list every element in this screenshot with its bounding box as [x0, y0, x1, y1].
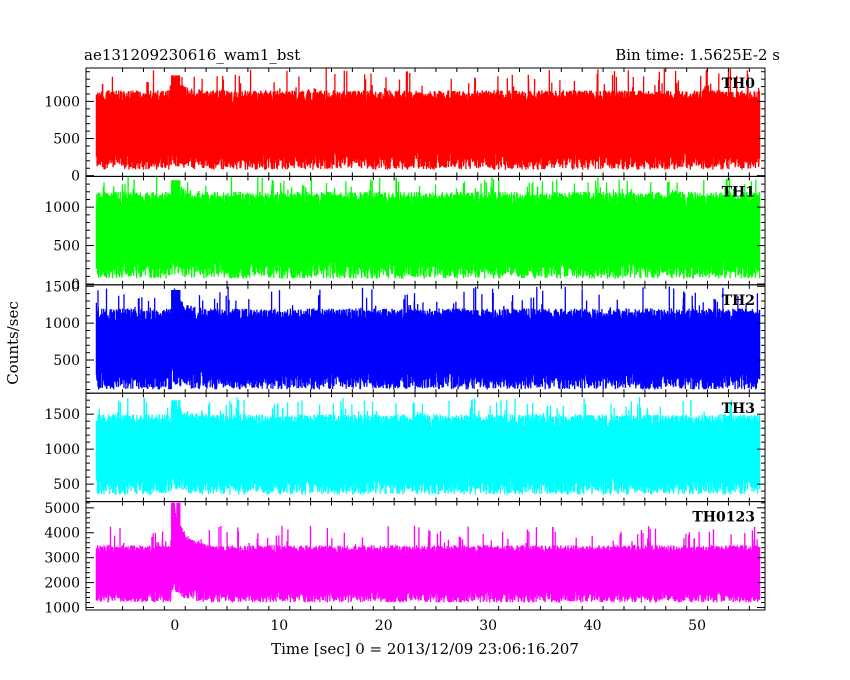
chart-title-left: ae131209230616_wam1_bst — [84, 46, 300, 64]
y-tick-label: 0 — [71, 169, 80, 185]
x-tick-label: 50 — [688, 618, 706, 634]
y-tick-label: 5000 — [44, 501, 80, 517]
y-tick-label: 1000 — [44, 316, 80, 332]
y-axis-label: Counts/sec — [4, 301, 22, 385]
y-tick-label: 500 — [53, 353, 80, 369]
y-tick-label: 500 — [53, 477, 80, 493]
y-tick-label: 3000 — [44, 551, 80, 567]
x-tick-label: 20 — [375, 618, 393, 634]
y-tick-label: 4000 — [44, 526, 80, 542]
x-tick-label: 0 — [170, 618, 179, 634]
y-tick-label: 1000 — [44, 94, 80, 110]
y-tick-label: 1500 — [44, 279, 80, 295]
panel-label-th0: TH0 — [722, 76, 756, 92]
panel-frame — [85, 501, 766, 611]
y-tick-label: 1500 — [44, 407, 80, 423]
x-axis-label: Time [sec] 0 = 2013/12/09 23:06:16.207 — [271, 640, 579, 658]
x-tick-label: 40 — [584, 618, 602, 634]
panel-label-th0123: TH0123 — [692, 510, 755, 526]
panel-th1: 0 500 1000 TH1 — [44, 175, 766, 293]
series-th0123 — [95, 502, 761, 603]
series-th0 — [95, 68, 761, 170]
panel-label-th3: TH3 — [722, 401, 755, 417]
y-tick-label: 1000 — [44, 442, 80, 458]
panels-group: 0 500 1000 TH0 0 500 1000 TH1 500 1000 1500 TH2 500 1… — [44, 67, 766, 617]
y-tick-label: 1000 — [44, 601, 80, 617]
x-tick-label: 10 — [270, 618, 288, 634]
chart-title-right: Bin time: 1.5625E-2 s — [615, 46, 780, 64]
y-tick-label: 0 — [71, 277, 80, 293]
x-tick-label: 30 — [479, 618, 497, 634]
panel-th3: 500 1000 1500 TH3 — [44, 392, 766, 503]
series-th3 — [95, 397, 761, 495]
panel-label-th1: TH1 — [722, 184, 755, 200]
y-tick-label: 500 — [53, 239, 80, 255]
y-tick-label: 500 — [53, 132, 80, 148]
y-tick-label: 2000 — [44, 576, 80, 592]
panel-label-th2: TH2 — [722, 293, 755, 309]
series-th2 — [95, 286, 761, 390]
series-th1 — [95, 176, 761, 279]
x-axis: 0 10 20 30 40 50 — [170, 618, 706, 634]
panel-th0: 0 500 1000 TH0 — [44, 67, 766, 185]
panel-th2: 500 1000 1500 TH2 — [44, 279, 766, 394]
y-tick-label: 1000 — [44, 200, 80, 216]
panel-th0123: 1000 2000 3000 4000 5000 TH0123 — [44, 501, 766, 617]
